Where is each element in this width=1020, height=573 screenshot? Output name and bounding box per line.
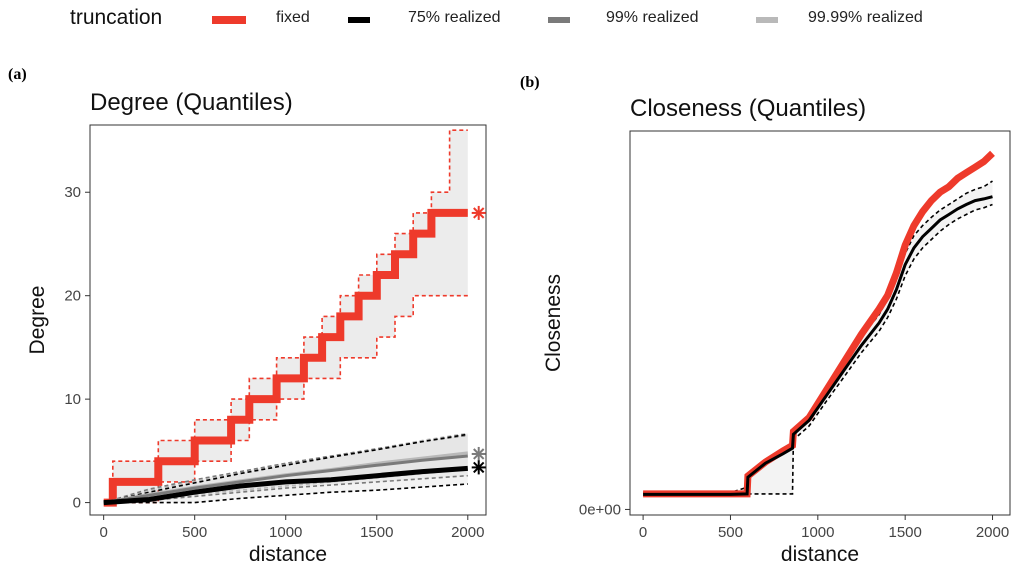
legend-swatch-75 [348, 17, 370, 23]
y-tick-label: 30 [64, 184, 81, 201]
y-axis-label: Degree [26, 286, 49, 355]
quantile-band [103, 433, 468, 503]
chart-title: Closeness (Quantiles) [630, 95, 866, 122]
degree-chart: Degree (Quantiles) 0 500 1000 1500 2000 0 10 20 3… [26, 89, 487, 566]
legend-item-fixed: fixed [212, 8, 332, 32]
closeness-chart: Closeness (Quantiles) 0 500 1000 1500 2000 0e+… [542, 95, 1011, 566]
legend-swatch-9999 [756, 17, 778, 23]
end-marker [471, 460, 486, 475]
x-tick-label: 1000 [801, 524, 834, 541]
plot-border [89, 124, 487, 516]
median-line [643, 150, 995, 498]
quantile-lower-line [643, 203, 993, 497]
x-tick-label: 0 [99, 524, 107, 541]
legend-item-75: 75% realized [348, 8, 538, 32]
median-line [103, 465, 468, 506]
end-marker-stroke [473, 461, 485, 474]
x-tick-label: 1500 [360, 524, 393, 541]
quantile-upper-line [103, 433, 468, 504]
x-tick-label: 2000 [451, 524, 484, 541]
y-tick-label: 20 [64, 288, 81, 305]
quantile-lower-line [103, 474, 468, 504]
x-tick-label: 2000 [976, 524, 1009, 541]
x-tick-label: 500 [718, 524, 743, 541]
median-line [103, 208, 468, 507]
legend-label: 99% realized [606, 9, 699, 26]
median-line [103, 454, 468, 505]
legend: truncation fixed 75% realized 99% realiz… [0, 0, 1020, 40]
panel-tag-b: (b) [520, 74, 540, 91]
x-tick-label: 500 [182, 524, 207, 541]
end-marker-stroke [473, 207, 485, 219]
legend-label: 99.99% realized [808, 9, 923, 26]
x-axis-label: distance [781, 543, 859, 566]
legend-item-99: 99% realized [548, 8, 738, 32]
y-tick-label: 10 [64, 391, 81, 408]
chart-title: Degree (Quantiles) [90, 89, 293, 116]
quantile-band [103, 434, 468, 503]
legend-item-9999: 99.99% realized [756, 8, 956, 32]
x-tick-label: 1000 [269, 524, 302, 541]
legend-swatch-99 [548, 17, 570, 23]
x-axis-label: distance [249, 543, 327, 566]
y-axis-label: Closeness [542, 274, 565, 372]
legend-label: 75% realized [408, 9, 501, 26]
y-tick-label: 0 [73, 495, 81, 512]
y-tick-label: 0e+00 [579, 501, 621, 518]
panel-tag-a: (a) [8, 66, 27, 83]
x-tick-label: 1500 [888, 524, 921, 541]
end-marker [471, 446, 486, 461]
legend-swatch-fixed [212, 16, 246, 24]
end-marker [471, 205, 486, 220]
quantile-band [643, 181, 993, 496]
median-line [643, 195, 993, 496]
legend-label: fixed [276, 9, 310, 26]
quantile-lower-line [103, 483, 468, 504]
x-tick-label: 0 [639, 524, 647, 541]
end-marker-stroke [473, 448, 485, 460]
plot-border [629, 130, 1011, 516]
legend-title: truncation [70, 6, 163, 29]
